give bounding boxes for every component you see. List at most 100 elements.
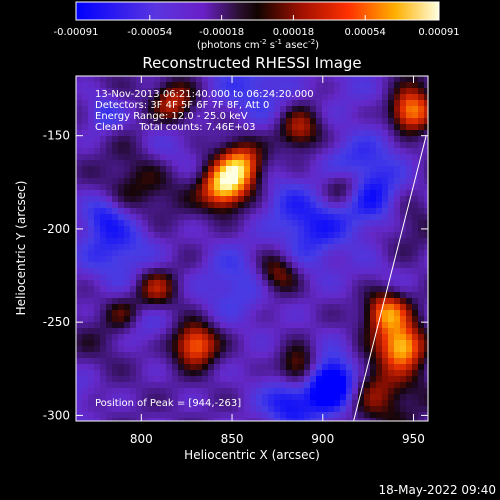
heatmap-cell bbox=[112, 190, 118, 196]
heatmap-cell bbox=[160, 130, 166, 136]
heatmap-cell bbox=[160, 358, 166, 364]
heatmap-cell bbox=[160, 388, 166, 394]
heatmap-cell bbox=[262, 382, 268, 388]
heatmap-cell bbox=[88, 130, 94, 136]
heatmap-cell bbox=[340, 202, 346, 208]
heatmap-cell bbox=[256, 214, 262, 220]
heatmap-cell bbox=[94, 268, 100, 274]
heatmap-cell bbox=[394, 160, 400, 166]
heatmap-cell bbox=[160, 394, 166, 400]
heatmap-cell bbox=[196, 340, 202, 346]
heatmap-cell bbox=[280, 142, 286, 148]
heatmap-cell bbox=[184, 214, 190, 220]
heatmap-cell bbox=[148, 160, 154, 166]
heatmap-cell bbox=[334, 244, 340, 250]
heatmap-cell bbox=[334, 340, 340, 346]
heatmap-cell bbox=[118, 244, 124, 250]
heatmap-cell bbox=[370, 100, 376, 106]
heatmap-cell bbox=[76, 142, 82, 148]
heatmap-cell bbox=[268, 286, 274, 292]
heatmap-cell bbox=[136, 238, 142, 244]
heatmap-cell bbox=[328, 94, 334, 100]
heatmap-cell bbox=[106, 280, 112, 286]
heatmap-cell bbox=[256, 220, 262, 226]
heatmap-cell bbox=[160, 208, 166, 214]
heatmap-cell bbox=[160, 154, 166, 160]
heatmap-cell bbox=[274, 226, 280, 232]
heatmap-cell bbox=[166, 136, 172, 142]
heatmap-cell bbox=[286, 334, 292, 340]
heatmap-cell bbox=[262, 352, 268, 358]
heatmap-cell bbox=[136, 274, 142, 280]
heatmap-cell bbox=[142, 172, 148, 178]
x-tick-label: 800 bbox=[130, 432, 153, 446]
heatmap-cell bbox=[376, 394, 382, 400]
heatmap-cell bbox=[142, 136, 148, 142]
heatmap-cell bbox=[148, 172, 154, 178]
heatmap-cell bbox=[172, 196, 178, 202]
heatmap-cell bbox=[334, 316, 340, 322]
heatmap-cell bbox=[262, 100, 268, 106]
heatmap-cell bbox=[112, 202, 118, 208]
heatmap-cell bbox=[148, 406, 154, 412]
heatmap-cell bbox=[238, 166, 244, 172]
heatmap-cell bbox=[148, 106, 154, 112]
heatmap-cell bbox=[304, 358, 310, 364]
heatmap-cell bbox=[370, 274, 376, 280]
heatmap-cell bbox=[250, 136, 256, 142]
heatmap-cell bbox=[280, 124, 286, 130]
heatmap-cell bbox=[124, 208, 130, 214]
heatmap-cell bbox=[376, 382, 382, 388]
heatmap-cell bbox=[424, 370, 428, 376]
heatmap-cell bbox=[388, 172, 394, 178]
heatmap-cell bbox=[124, 388, 130, 394]
heatmap-cell bbox=[214, 346, 220, 352]
heatmap-cell bbox=[340, 370, 346, 376]
heatmap-cell bbox=[406, 250, 412, 256]
heatmap-cell bbox=[154, 178, 160, 184]
heatmap-cell bbox=[106, 286, 112, 292]
heatmap-cell bbox=[184, 286, 190, 292]
heatmap-cell bbox=[340, 352, 346, 358]
heatmap-cell bbox=[136, 130, 142, 136]
heatmap-cell bbox=[328, 346, 334, 352]
heatmap-cell bbox=[268, 274, 274, 280]
heatmap-cell bbox=[130, 358, 136, 364]
heatmap-cell bbox=[94, 250, 100, 256]
heatmap-cell bbox=[304, 376, 310, 382]
heatmap-cell bbox=[364, 280, 370, 286]
heatmap-cell bbox=[190, 142, 196, 148]
heatmap-cell bbox=[238, 382, 244, 388]
heatmap-cell bbox=[406, 196, 412, 202]
heatmap-cell bbox=[388, 304, 394, 310]
heatmap-cell bbox=[178, 184, 184, 190]
heatmap-cell bbox=[412, 190, 418, 196]
heatmap-cell bbox=[202, 208, 208, 214]
heatmap-cell bbox=[400, 322, 406, 328]
heatmap-cell bbox=[88, 340, 94, 346]
heatmap-cell bbox=[226, 286, 232, 292]
heatmap-cell bbox=[148, 358, 154, 364]
heatmap-cell bbox=[250, 172, 256, 178]
heatmap-cell bbox=[214, 76, 220, 82]
heatmap-cell bbox=[190, 196, 196, 202]
heatmap-cell bbox=[100, 82, 106, 88]
heatmap-cell bbox=[256, 250, 262, 256]
heatmap-cell bbox=[394, 76, 400, 82]
heatmap-cell bbox=[94, 124, 100, 130]
heatmap-cell bbox=[172, 226, 178, 232]
heatmap-cell bbox=[274, 286, 280, 292]
heatmap-cell bbox=[160, 406, 166, 412]
heatmap-cell bbox=[346, 280, 352, 286]
heatmap-cell bbox=[310, 130, 316, 136]
heatmap-cell bbox=[238, 376, 244, 382]
heatmap-cell bbox=[316, 82, 322, 88]
heatmap-cell bbox=[256, 244, 262, 250]
heatmap-cell bbox=[160, 178, 166, 184]
heatmap-cell bbox=[112, 196, 118, 202]
heatmap-cell bbox=[184, 400, 190, 406]
heatmap-cell bbox=[340, 280, 346, 286]
heatmap-cell bbox=[328, 106, 334, 112]
heatmap-cell bbox=[106, 82, 112, 88]
heatmap-cell bbox=[76, 166, 82, 172]
